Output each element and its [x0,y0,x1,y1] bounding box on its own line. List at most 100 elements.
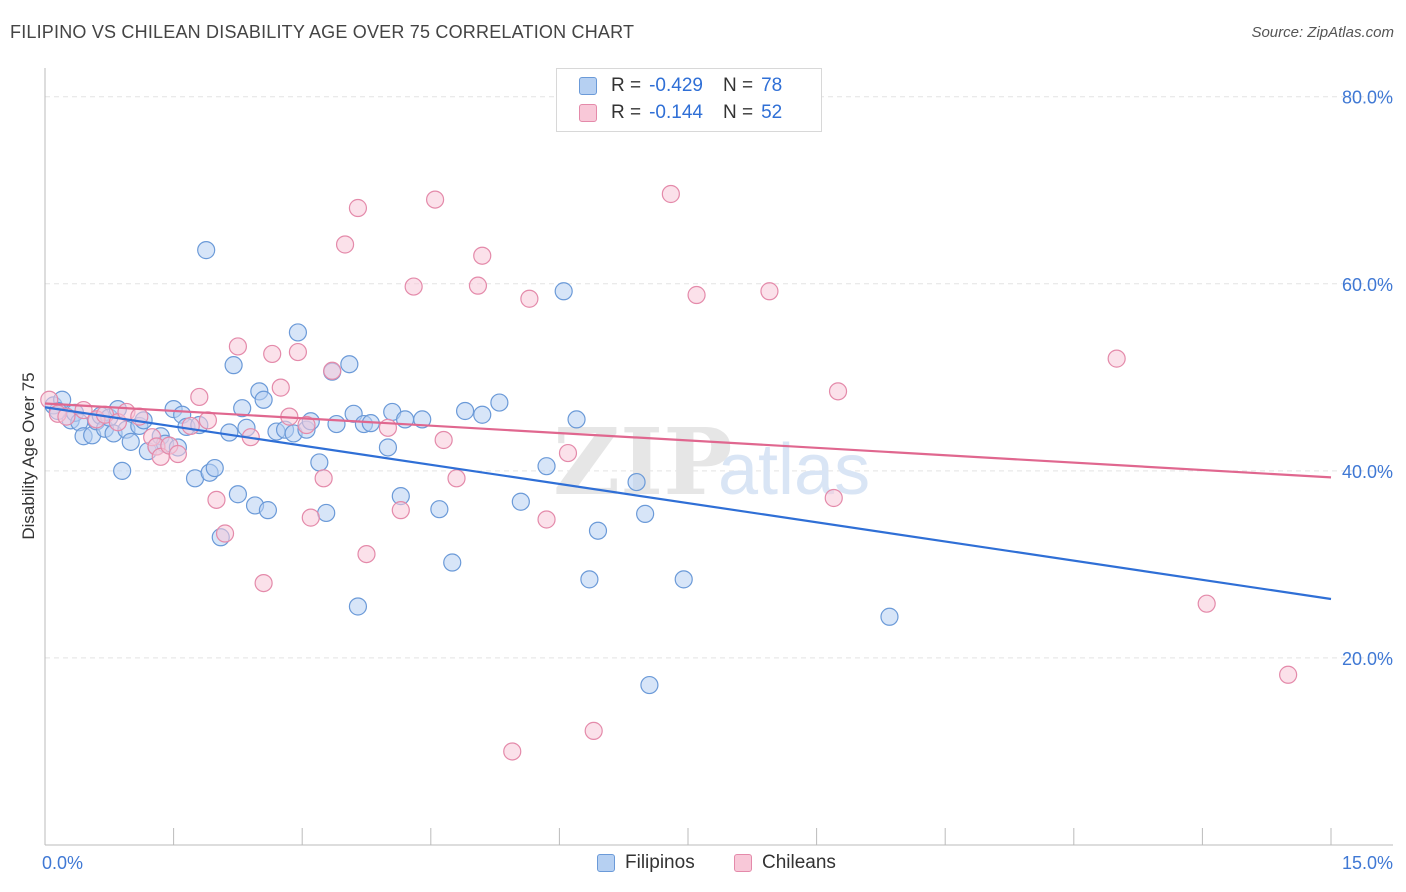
filipino-point [340,355,359,374]
filipino-point [288,323,308,342]
chilean-point [57,407,76,426]
chilean-point [288,342,308,362]
y-tick-label: 60.0% [1342,275,1393,295]
chilean-point [661,184,680,204]
filipino-point [588,521,608,540]
chilean-point [537,510,556,529]
filipino-point [378,438,398,457]
filipino-point [258,501,278,520]
legend-row-filipinos: R = -0.429 N = 78 [579,75,782,97]
filipino-point [511,492,530,511]
filipino-point [567,410,586,429]
filipino-point [254,390,273,409]
x-tick-label: 15.0% [1342,853,1393,873]
y-axis-title: Disability Age Over 75 [19,372,38,539]
y-tick-label: 40.0% [1342,462,1393,482]
filipino-point [233,399,252,418]
r-value: -0.429 [649,75,703,96]
chilean-point [1197,594,1216,613]
chilean-point [1279,665,1298,684]
chilean-point [1107,349,1126,368]
legend-item-filipinos[interactable]: Filipinos [597,852,695,874]
watermark-zip: ZIP [553,408,732,516]
filipino-point [537,457,556,476]
chilean-point [473,246,492,265]
filipino-point [348,597,368,616]
filipino-point [310,453,329,472]
chilean-point [687,285,706,305]
chilean-point [434,430,453,450]
n-label: N = [722,75,754,96]
filipino-point [430,500,449,519]
watermark-atlas: atlas [718,430,870,510]
chilean-point [207,490,226,509]
chilean-point [348,198,368,218]
chilean-point [357,545,376,564]
filipino-point [554,282,573,301]
chilean-point [263,344,282,364]
legend-row-chileans: R = -0.144 N = 52 [579,102,782,124]
filipinos-swatch [597,854,615,872]
filipino-point [197,241,216,260]
chilean-point [760,282,779,301]
chilean-point [404,277,423,296]
chilean-point [254,573,273,593]
chilean-point [584,721,603,740]
filipino-point [443,553,462,572]
filipino-point [317,503,336,523]
filipino-point [113,461,132,480]
filipino-point [121,432,140,451]
filipino-point [636,504,655,523]
filipino-point [228,485,247,504]
legend-item-chileans[interactable]: Chileans [734,852,836,874]
filipino-point [224,356,243,375]
chilean-point [824,488,843,508]
chilean-point [228,337,247,356]
y-tick-label: 80.0% [1342,88,1393,108]
correlation-legend: R = -0.429 N = 78 R = -0.144 N = 52 [556,68,822,132]
legend-label-filipinos: Filipinos [625,852,695,873]
n-value: 52 [761,102,783,123]
chilean-point [190,387,209,407]
chilean-trendline [44,402,1332,479]
filipino-point [640,675,659,695]
chilean-point [503,742,522,761]
chart-title: FILIPINO VS CHILEAN DISABILITY AGE OVER … [10,22,635,42]
chilean-point [391,501,410,520]
filipino-point [413,410,432,429]
r-label: R = [611,102,642,123]
chilean-point [447,469,466,488]
filipino-point [674,570,693,589]
chilean-point [323,361,342,380]
chilean-point [520,289,539,308]
filipino-point [627,472,646,492]
r-label: R = [611,75,642,96]
chilean-point [468,276,488,295]
chileans-swatch [734,854,752,872]
chilean-point [181,416,200,436]
filipino-point [580,570,599,589]
chilean-point [314,469,333,488]
filipino-point [455,401,475,421]
chilean-point [198,411,217,430]
chilean-point [828,382,848,401]
chilean-point [297,415,316,435]
chilean-point [168,444,187,464]
chilean-point [335,235,355,254]
series-legend: Filipinos Chileans [0,852,1406,878]
filipino-point [490,393,509,412]
source-label: Source: ZipAtlas.com [1251,24,1394,41]
chileans-swatch [579,104,597,122]
y-tick-label: 20.0% [1342,649,1393,669]
chilean-point [271,378,290,397]
chilean-point [425,190,445,209]
filipino-point [880,607,899,626]
filipino-trendline [44,406,1332,601]
r-value: -0.144 [649,102,703,123]
x-tick-label: 0.0% [42,853,83,873]
filipino-point [473,405,492,424]
filipinos-swatch [579,77,597,95]
n-label: N = [722,102,754,123]
filipino-point [205,458,224,478]
